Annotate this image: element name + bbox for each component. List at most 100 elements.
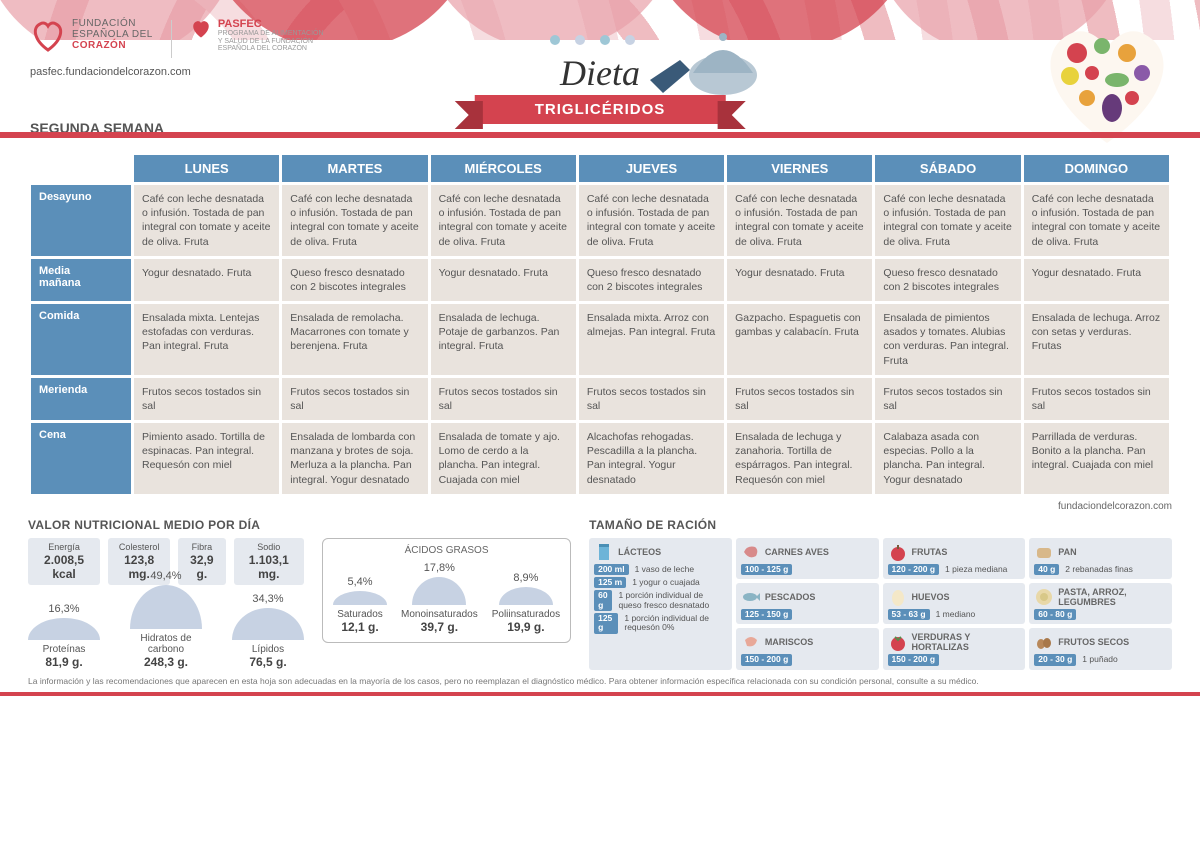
meal-cell: Ensalada de remolacha. Macarrones con to…: [282, 304, 427, 375]
meal-cell: Café con leche desnatada o infusión. Tos…: [1024, 185, 1169, 256]
meal-cell: Frutos secos tostados sin sal: [1024, 378, 1169, 420]
heart-icon: [190, 18, 212, 40]
fatty-title: ÁCIDOS GRASOS: [333, 545, 560, 556]
meal-cell: Ensalada de lechuga. Potaje de garbanzos…: [431, 304, 576, 375]
macro-item: 34,3%Lípidos76,5 g.: [232, 593, 304, 669]
meal-cell: Ensalada de lechuga. Arroz con setas y v…: [1024, 304, 1169, 375]
meal-cell: Ensalada de lechuga y zanahoria. Tortill…: [727, 423, 872, 494]
day-header: LUNES: [134, 155, 279, 182]
nutrition-title: VALOR NUTRICIONAL MEDIO POR DÍA: [28, 518, 571, 532]
serving-card: FRUTAS120 - 200 g1 pieza mediana: [883, 538, 1026, 579]
macro-item: 5,4%Saturados12,1 g.: [333, 576, 387, 634]
meal-cell: Pimiento asado. Tortilla de espinacas. P…: [134, 423, 279, 494]
meal-cell: Yogur desnatado. Fruta: [1024, 259, 1169, 301]
meal-cell: Frutos secos tostados sin sal: [282, 378, 427, 420]
meal-row-header: Desayuno: [31, 185, 131, 256]
meal-cell: Café con leche desnatada o infusión. Tos…: [727, 185, 872, 256]
serving-card: HUEVOS53 - 63 g1 mediano: [883, 583, 1026, 624]
meal-cell: Yogur desnatado. Fruta: [727, 259, 872, 301]
logo-fec: FUNDACIÓN ESPAÑOLA DEL CORAZÓN: [30, 18, 153, 54]
meal-cell: Frutos secos tostados sin sal: [134, 378, 279, 420]
meal-cell: Ensalada de pimientos asados y tomates. …: [875, 304, 1020, 375]
meal-cell: Frutos secos tostados sin sal: [579, 378, 724, 420]
apple-icon: [888, 542, 908, 562]
meal-cell: Café con leche desnatada o infusión. Tos…: [875, 185, 1020, 256]
nutrition-section: VALOR NUTRICIONAL MEDIO POR DÍA Energía2…: [28, 518, 571, 670]
meal-cell: Café con leche desnatada o infusión. Tos…: [579, 185, 724, 256]
heart-icon: [30, 18, 66, 54]
serving-card: MARISCOS150 - 200 g: [736, 628, 879, 669]
serving-card: LÁCTEOS200 ml1 vaso de leche125 m1 yogur…: [589, 538, 732, 670]
meal-cell: Yogur desnatado. Fruta: [431, 259, 576, 301]
fish-icon: [741, 587, 761, 607]
milk-icon: [594, 542, 614, 562]
logo-pasfec: PASFEC PROGRAMA DE ALIMENTACIÓN Y SALUD …: [190, 18, 328, 53]
macro-item: 16,3%Proteínas81,9 g.: [28, 603, 100, 669]
shrimp-icon: [741, 632, 761, 652]
fec-line1: FUNDACIÓN: [72, 18, 153, 29]
pasta-icon: [1034, 587, 1054, 607]
pasfec-name: PASFEC: [218, 18, 328, 30]
meal-cell: Parrillada de verduras. Bonito a la plan…: [1024, 423, 1169, 494]
meat-icon: [741, 542, 761, 562]
meal-row-header: Media mañana: [31, 259, 131, 301]
day-header: SÁBADO: [875, 155, 1020, 182]
day-header: DOMINGO: [1024, 155, 1169, 182]
meal-row-header: Comida: [31, 304, 131, 375]
meal-cell: Queso fresco desnatado con 2 biscotes in…: [282, 259, 427, 301]
meal-cell: Queso fresco desnatado con 2 biscotes in…: [875, 259, 1020, 301]
serving-title: TAMAÑO DE RACIÓN: [589, 518, 1172, 532]
disclaimer: La información y las recomendaciones que…: [0, 670, 1200, 686]
bread-icon: [1034, 542, 1054, 562]
tomato-icon: [888, 632, 908, 652]
serving-card: PAN40 g2 rebanadas finas: [1029, 538, 1172, 579]
meal-cell: Frutos secos tostados sin sal: [875, 378, 1020, 420]
day-header: JUEVES: [579, 155, 724, 182]
food-heart-icon: [1032, 18, 1182, 148]
macro-item: 8,9%Poliinsaturados19,9 g.: [492, 572, 560, 634]
fec-line3: CORAZÓN: [72, 40, 153, 51]
meal-cell: Queso fresco desnatado con 2 biscotes in…: [579, 259, 724, 301]
header: FUNDACIÓN ESPAÑOLA DEL CORAZÓN PASFEC PR…: [0, 0, 1200, 150]
serving-card: CARNES AVES100 - 125 g: [736, 538, 879, 579]
meal-row-header: Merienda: [31, 378, 131, 420]
macro-item: 49,4%Hidratos de carbono248,3 g.: [130, 570, 202, 669]
meal-cell: Gazpacho. Espaguetis con gambas y calaba…: [727, 304, 872, 375]
meal-cell: Calabaza asada con especias. Pollo a la …: [875, 423, 1020, 494]
egg-icon: [888, 587, 908, 607]
cloche-icon: [645, 25, 765, 105]
fatty-acids-box: ÁCIDOS GRASOS 5,4%Saturados12,1 g. 17,8%M…: [322, 538, 571, 643]
dieta-title: Dieta: [545, 52, 655, 94]
meal-table: LUNESMARTESMIÉRCOLESJUEVESVIERNESSÁBADOD…: [28, 152, 1172, 497]
logo-divider: [171, 20, 172, 58]
meal-cell: Café con leche desnatada o infusión. Tos…: [134, 185, 279, 256]
meal-cell: Alcachofas rehogadas. Pescadilla a la pl…: [579, 423, 724, 494]
meal-row-header: Cena: [31, 423, 131, 494]
nutri-stat: Sodio1.103,1 mg.: [234, 538, 304, 586]
meal-cell: Frutos secos tostados sin sal: [727, 378, 872, 420]
ribbon: TRIGLICÉRIDOS: [475, 95, 726, 124]
serving-card: PASTA, ARROZ, LEGUMBRES60 - 80 g: [1029, 583, 1172, 624]
meal-cell: Frutos secos tostados sin sal: [431, 378, 576, 420]
macro-item: 17,8%Monoinsaturados39,7 g.: [401, 562, 478, 634]
pasfec-sub: PROGRAMA DE ALIMENTACIÓN Y SALUD DE LA F…: [218, 30, 328, 53]
serving-card: PESCADOS125 - 150 g: [736, 583, 879, 624]
fec-line2: ESPAÑOLA DEL: [72, 29, 153, 40]
nutri-stat: Energía2.008,5 kcal: [28, 538, 100, 586]
serving-card: VERDURAS Y HORTALIZAS150 - 200 g: [883, 628, 1026, 669]
red-stripe: [0, 132, 1200, 138]
nuts-icon: [1034, 632, 1054, 652]
meal-cell: Yogur desnatado. Fruta: [134, 259, 279, 301]
dots-icon: [545, 30, 655, 50]
day-header: MARTES: [282, 155, 427, 182]
meal-cell: Ensalada de tomate y ajo. Lomo de cerdo …: [431, 423, 576, 494]
meal-cell: Café con leche desnatada o infusión. Tos…: [282, 185, 427, 256]
site-url: fundaciondelcorazon.com: [0, 497, 1200, 512]
meal-cell: Ensalada de lombarda con manzana y brote…: [282, 423, 427, 494]
serving-card: FRUTOS SECOS20 - 30 g1 puñado: [1029, 628, 1172, 669]
meal-cell: Ensalada mixta. Arroz con almejas. Pan i…: [579, 304, 724, 375]
serving-section: TAMAÑO DE RACIÓN LÁCTEOS200 ml1 vaso de …: [589, 518, 1172, 670]
footer-stripe: [0, 692, 1200, 696]
meal-cell: Ensalada mixta. Lentejas estofadas con v…: [134, 304, 279, 375]
meal-cell: Café con leche desnatada o infusión. Tos…: [431, 185, 576, 256]
